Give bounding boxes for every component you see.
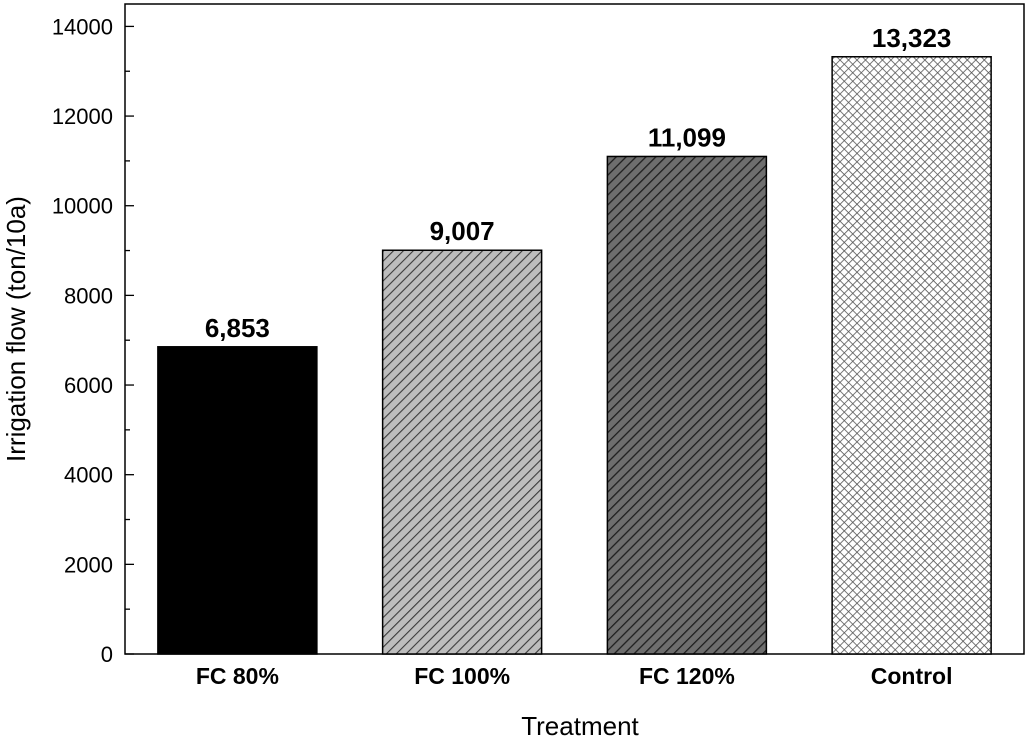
bar-value-label: 13,323: [872, 23, 952, 53]
y-tick-label: 14000: [52, 14, 113, 39]
x-axis-title: Treatment: [521, 711, 639, 739]
y-tick-label: 2000: [64, 552, 113, 577]
y-tick-label: 6000: [64, 373, 113, 398]
bar: [381, 249, 543, 655]
bar: [157, 346, 318, 655]
y-tick-label: 0: [101, 642, 113, 667]
y-axis-title: Irrigation flow (ton/10a): [1, 196, 31, 462]
bar: [606, 155, 768, 655]
bar-value-label: 9,007: [430, 216, 495, 246]
bar-value-label: 11,099: [648, 122, 726, 152]
y-tick-label: 12000: [52, 104, 113, 129]
value-labels: 6,853 9,007 11,099 13,323: [205, 23, 952, 343]
y-axis-tick-labels: 0 2000 4000 6000 8000 10000 12000 14000: [52, 14, 113, 667]
x-category-label: FC 80%: [196, 663, 279, 689]
x-category-label: Control: [871, 663, 953, 689]
y-tick-label: 4000: [64, 463, 113, 488]
x-category-label: FC 120%: [639, 663, 735, 689]
bars: [157, 56, 992, 655]
bar-value-label: 6,853: [205, 313, 270, 343]
y-axis-ticks: [125, 25, 134, 655]
y-tick-label: 8000: [64, 283, 113, 308]
bar: [831, 56, 992, 655]
y-tick-label: 10000: [52, 194, 113, 219]
category-labels: FC 80% FC 100% FC 120% Control: [196, 663, 953, 689]
x-category-label: FC 100%: [414, 663, 510, 689]
plot-frame: [124, 3, 1025, 655]
